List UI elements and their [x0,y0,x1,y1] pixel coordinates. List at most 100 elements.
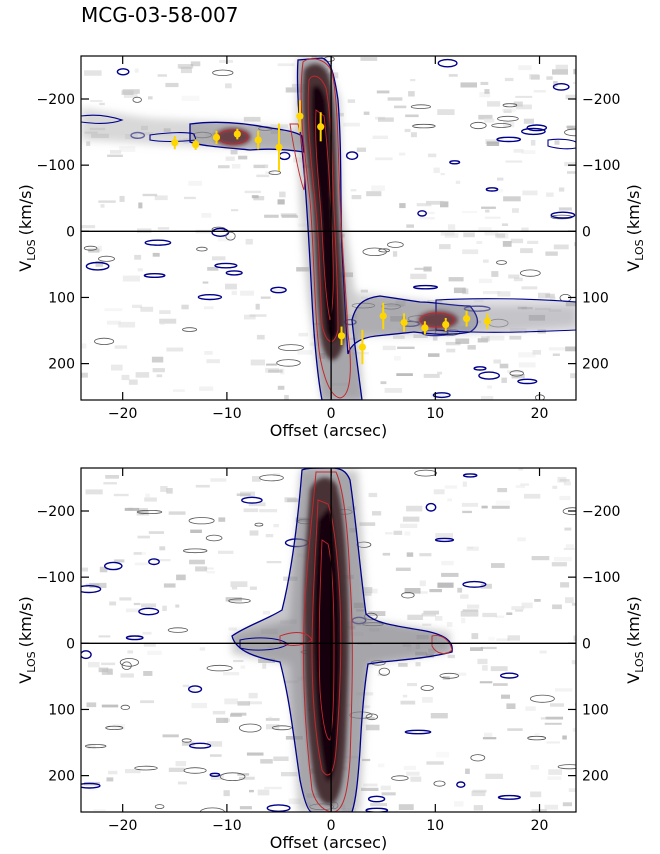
noise-speck [190,529,202,533]
top-x-axis-label: Offset (arcsec) [270,421,387,440]
noise-speck [462,609,479,612]
noise-speck [502,108,517,112]
noise-speck [284,395,289,400]
noise-speck [552,353,560,356]
noise-speck [499,363,509,369]
noise-speck [89,787,98,791]
noise-speck [89,582,107,588]
top-data-points [171,100,492,365]
noise-speck [432,335,438,341]
noise-speck [515,609,523,612]
noise-speck [363,783,378,787]
bottom-xtick-label: 10 [426,818,444,834]
noise-speck [135,372,150,378]
noise-speck [503,196,521,202]
noise-speck [195,566,208,572]
noise-speck [439,244,451,250]
noise-speck [101,669,113,675]
noise-speck [423,373,440,378]
noise-contour [462,580,487,588]
noise-contour [81,782,101,789]
noise-speck [481,505,488,509]
noise-speck [430,713,448,719]
data-point [442,320,450,329]
noise-speck [216,717,229,723]
noise-speck [260,296,271,299]
top-xtick-label: 0 [327,406,336,422]
noise-speck [225,156,235,161]
noise-speck [445,341,461,346]
noise-speck [480,583,492,589]
noise-contour [378,248,391,253]
noise-speck [181,741,195,746]
noise-speck [240,665,246,669]
top-plot-frame [80,55,577,401]
noise-speck [447,654,455,659]
noise-speck [244,314,256,320]
noise-contour [205,534,223,542]
bottom-ytick-label-right: 200 [582,769,609,785]
noise-speck [403,765,416,770]
noise-contour [132,96,142,103]
noise-speck [534,733,540,736]
noise-speck [479,681,493,684]
noise-speck [225,283,237,290]
noise-speck [104,308,123,312]
noise-speck [106,320,121,325]
noise-speck [134,254,142,260]
noise-speck [99,102,105,106]
noise-speck [397,346,415,349]
noise-speck [495,615,505,618]
noise-contour [432,392,451,399]
noise-speck [482,612,497,618]
bottom-right-y-axis-label: VLOS (km/s) [624,596,646,683]
noise-speck [376,90,390,94]
noise-speck [134,68,139,73]
noise-speck [433,489,445,495]
noise-speck [189,559,205,565]
noise-speck [395,567,411,571]
noise-speck [210,774,224,780]
noise-speck [540,717,547,720]
noise-speck [513,277,523,282]
noise-contour [125,635,144,641]
noise-speck [530,140,536,146]
noise-speck [230,150,238,155]
data-point [337,332,346,340]
noise-speck [285,87,303,93]
noise-speck [385,532,393,535]
noise-contour [268,170,282,175]
noise-speck [199,386,214,391]
noise-speck [504,77,514,82]
noise-speck [153,559,171,562]
noise-speck [462,481,467,487]
noise-speck [509,335,522,340]
noise-speck [204,351,213,355]
noise-speck [212,256,226,261]
noise-contour [496,136,522,143]
noise-speck [491,563,505,568]
noise-speck [245,238,253,245]
noise-speck [181,95,200,101]
noise-speck [356,147,366,152]
noise-contour [144,239,172,246]
noise-speck [481,396,494,400]
bottom-xtick-label: 0 [327,818,336,834]
noise-contour [509,370,524,377]
bottom-ytick-label-left: −200 [37,504,75,520]
noise-contour [462,473,478,478]
noise-speck [429,589,442,593]
noise-speck [256,334,265,340]
noise-speck [134,562,149,566]
noise-speck [156,374,163,378]
noise-speck [243,508,259,513]
noise-speck [168,767,185,772]
noise-speck [410,273,427,280]
noise-speck [558,187,565,192]
noise-speck [262,610,270,615]
noise-speck [441,572,459,577]
noise-speck [202,281,209,284]
noise-speck [462,249,479,255]
noise-contour [219,772,246,781]
